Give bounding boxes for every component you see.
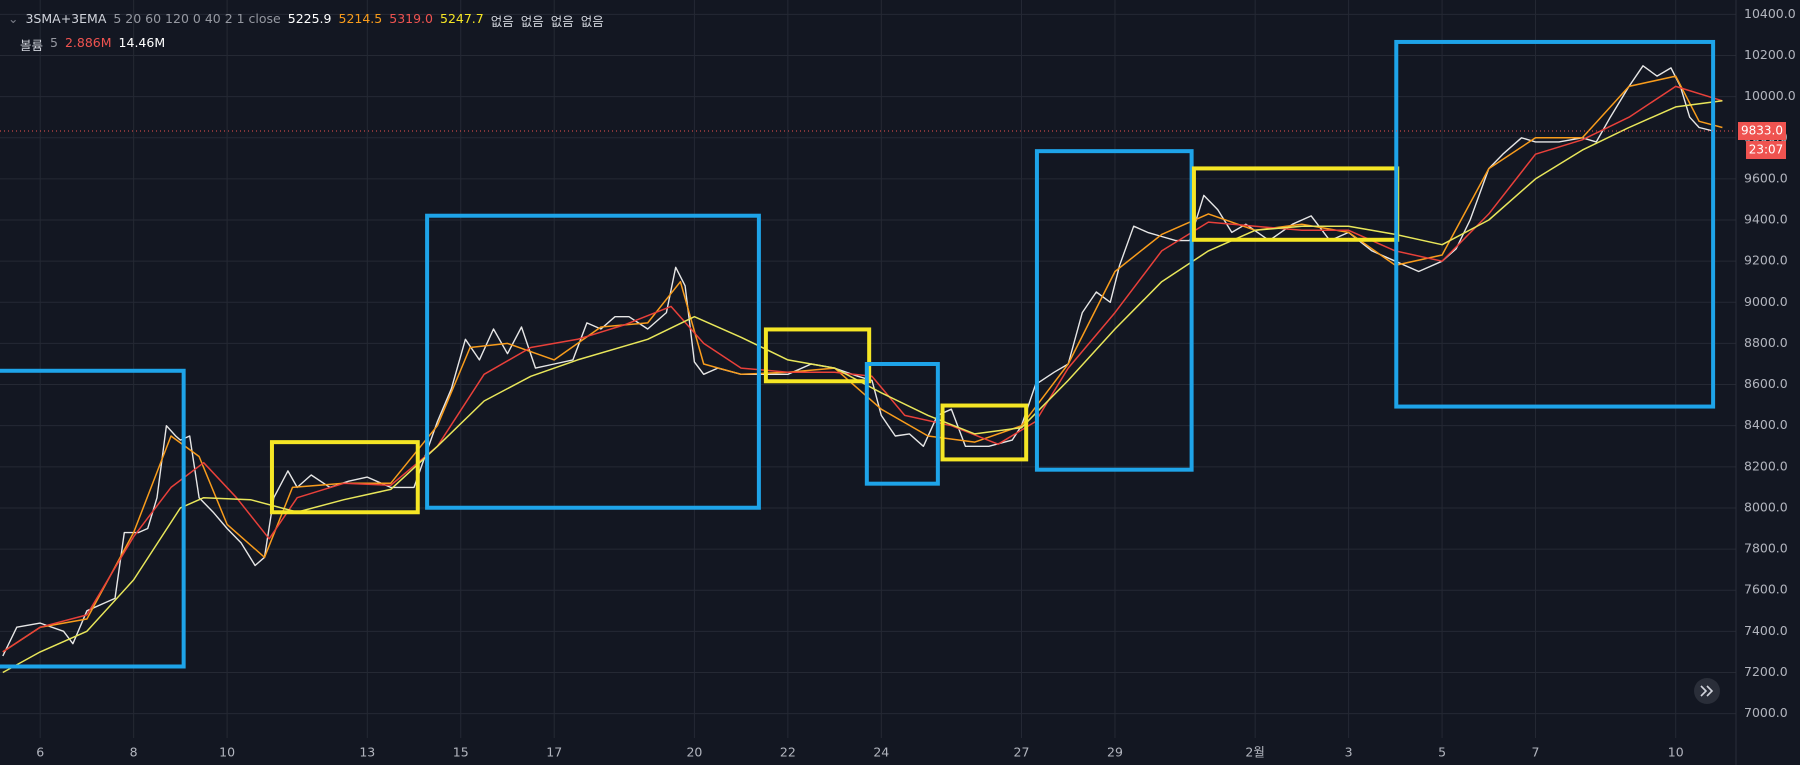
y-tick-label: 9400.0 (1744, 212, 1788, 227)
x-tick-label: 3 (1345, 745, 1353, 760)
y-tick-label: 10200.0 (1744, 47, 1796, 62)
range-box (864, 361, 940, 486)
x-tick-label: 17 (546, 745, 562, 760)
x-tick-label: 15 (453, 745, 469, 760)
y-tick-label: 10000.0 (1744, 88, 1796, 103)
x-tick-label: 24 (873, 745, 889, 760)
none-values: 없음 없음 없음 없음 (491, 11, 604, 30)
x-tick-label: 5 (1438, 745, 1446, 760)
y-tick-label: 9000.0 (1744, 294, 1788, 309)
volume-value: 2.886M (64, 35, 112, 50)
y-tick-label: 8800.0 (1744, 335, 1788, 350)
y-tick-label: 8400.0 (1744, 417, 1788, 432)
price-line (2, 85, 1723, 653)
range-box (1034, 149, 1194, 472)
volume-legend[interactable]: 볼륨 5 2.886M 14.46M (20, 35, 165, 54)
range-box (0, 368, 186, 669)
y-tick-label: 10400.0 (1744, 6, 1796, 21)
volume-param: 5 (50, 35, 58, 50)
range-box (425, 213, 761, 510)
scroll-button[interactable] (1694, 678, 1720, 704)
x-tick-label: 7 (1532, 745, 1540, 760)
indicator-value: 5247.7 (440, 11, 484, 26)
price-line (2, 65, 1714, 657)
scroll-button-icon (1700, 685, 1714, 697)
indicator-value: 5319.0 (389, 11, 433, 26)
volume-name[interactable]: 볼륨 (20, 38, 44, 53)
x-tick-label: 2월 (1245, 745, 1264, 760)
range-box (763, 327, 872, 384)
range-box (269, 440, 420, 515)
countdown-label: 23:07 (1749, 142, 1784, 156)
y-tick-label: 7600.0 (1744, 582, 1788, 597)
last-price-tag (1738, 121, 1786, 140)
indicator-value: 5214.5 (338, 11, 383, 26)
indicator-legend[interactable]: ⌄ 3SMA+3EMA 5 20 60 120 0 40 2 1 close 5… (8, 11, 604, 30)
none-label: 없음 (550, 14, 574, 29)
none-label: 없음 (490, 14, 514, 29)
x-tick-label: 20 (686, 745, 702, 760)
volume-values: 2.886M 14.46M (65, 35, 165, 54)
y-tick-label: 8600.0 (1744, 376, 1788, 391)
indicator-params: 5 20 60 120 0 40 2 1 close (113, 11, 281, 26)
indicator-name[interactable]: 3SMA+3EMA (25, 11, 107, 26)
x-tick-label: 22 (780, 745, 796, 760)
y-tick-label: 7000.0 (1744, 705, 1788, 720)
collapse-icon[interactable]: ⌄ (8, 11, 19, 26)
none-label: 없음 (580, 14, 604, 29)
price-line (2, 100, 1723, 674)
x-tick-label: 6 (36, 745, 44, 760)
price-line (2, 75, 1723, 653)
y-tick-label: 8000.0 (1744, 499, 1788, 514)
y-tick-label: 8200.0 (1744, 458, 1788, 473)
volume-value: 14.46M (118, 35, 166, 50)
x-tick-label: 8 (130, 745, 138, 760)
indicator-value: 5225.9 (287, 11, 332, 26)
y-tick-label: 9200.0 (1744, 253, 1788, 268)
last-price-label: 9833.0 (1741, 123, 1783, 137)
none-label: 없음 (520, 14, 544, 29)
y-tick-label: 7400.0 (1744, 623, 1788, 638)
x-tick-label: 10 (1668, 745, 1684, 760)
y-tick-label: 7800.0 (1744, 541, 1788, 556)
y-tick-label: 9600.0 (1744, 170, 1788, 185)
x-tick-label: 10 (219, 745, 235, 760)
x-tick-label: 13 (359, 745, 375, 760)
indicator-values: 5225.9 5214.5 5319.0 5247.7 (288, 11, 484, 30)
x-tick-label: 27 (1014, 745, 1030, 760)
range-box (940, 403, 1029, 462)
range-box (1394, 39, 1716, 409)
y-tick-label: 7200.0 (1744, 664, 1788, 679)
countdown-tag (1746, 140, 1786, 159)
x-tick-label: 29 (1107, 745, 1123, 760)
